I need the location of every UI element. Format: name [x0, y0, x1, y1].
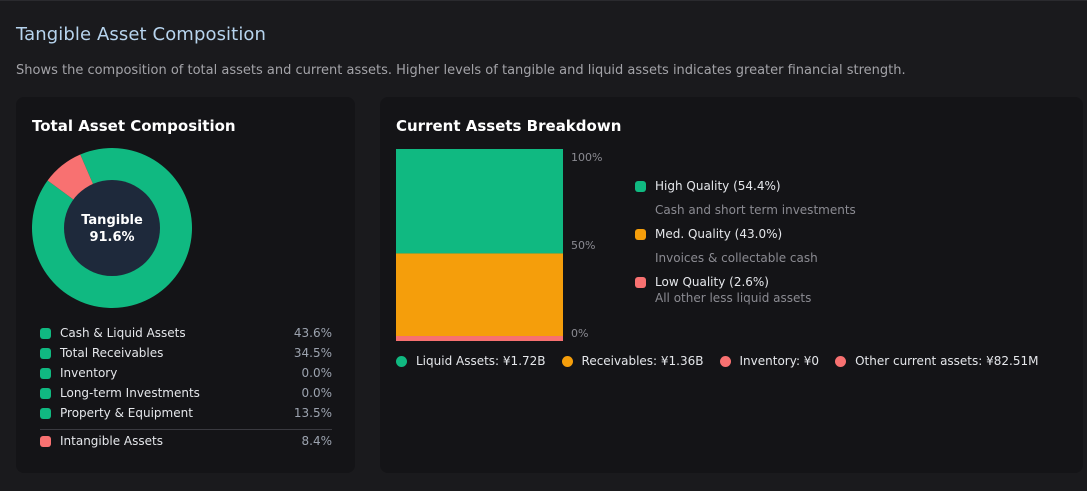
asset-legend: Cash & Liquid Assets 43.6% Total Receiva…: [40, 325, 332, 453]
stack-segment-low-quality: [396, 336, 563, 341]
stack-segment-high-quality: [396, 149, 563, 254]
legend-row-property: Property & Equipment 13.5%: [40, 405, 332, 425]
legend-swatch: [40, 368, 51, 379]
current-assets-card: Current Assets Breakdown 100% 50% 0% Hig…: [380, 97, 1083, 473]
legend-value: 0.0%: [301, 366, 333, 380]
total-asset-composition-title: Total Asset Composition: [32, 117, 236, 135]
legend-swatch: [40, 388, 51, 399]
current-assets-stacked-bar: [396, 149, 563, 341]
current-assets-legend: Liquid Assets: ¥1.72B Receivables: ¥1.36…: [396, 354, 1054, 368]
legend-swatch: [40, 348, 51, 359]
legend-label: Property & Equipment: [60, 406, 193, 420]
quality-swatch: [635, 277, 646, 288]
legend-label: Total Receivables: [60, 346, 164, 360]
quality-label: Med. Quality (43.0%): [655, 227, 783, 241]
donut-center-value: 91.6%: [89, 230, 134, 245]
legend-dot: [719, 355, 731, 367]
legend-row-intangible: Intangible Assets 8.4%: [40, 433, 332, 453]
legend-swatch: [40, 436, 51, 447]
current-assets-title: Current Assets Breakdown: [396, 117, 622, 135]
quality-label: High Quality (54.4%): [655, 179, 781, 193]
quality-medium-description: Invoices & collectable cash: [655, 251, 818, 265]
legend-inventory: Inventory: ¥0: [719, 354, 820, 368]
legend-liquid-assets: Liquid Assets: ¥1.72B: [396, 354, 546, 368]
tick-label-50: 50%: [571, 239, 596, 252]
legend-receivables: Receivables: ¥1.36B: [561, 354, 704, 368]
legend-dot: [561, 355, 573, 367]
legend-dot: [396, 355, 407, 367]
legend-dot: [835, 355, 847, 367]
legend-value: 34.5%: [293, 346, 332, 360]
legend-other-current-assets: Other current assets: ¥82.51M: [835, 354, 1038, 368]
quality-low-description: All other less liquid assets: [655, 291, 812, 305]
tick-label-100: 100%: [571, 151, 603, 164]
quality-swatch: [635, 229, 646, 240]
quality-label: Low Quality (2.6%): [655, 275, 769, 289]
legend-text: Liquid Assets: ¥1.72B: [416, 354, 546, 368]
legend-value: 8.4%: [301, 434, 333, 448]
legend-row-cash: Cash & Liquid Assets 43.6%: [40, 325, 332, 345]
legend-text: Other current assets: ¥82.51M: [855, 354, 1039, 368]
legend-label: Intangible Assets: [60, 434, 163, 448]
legend-label: Inventory: [60, 366, 118, 380]
legend-divider: [40, 429, 332, 430]
stacked-bar-svg: [396, 149, 563, 341]
donut-center-circle: [64, 180, 160, 276]
tangible-donut-chart: Tangible 91.6%: [32, 148, 192, 308]
quality-high-description: Cash and short term investments: [655, 203, 856, 217]
legend-label: Long-term Investments: [60, 386, 200, 400]
legend-value: 43.6%: [293, 326, 332, 340]
legend-text: Receivables: ¥1.36B: [581, 354, 704, 368]
legend-value: 13.5%: [293, 406, 332, 420]
legend-swatch: [40, 408, 51, 419]
legend-text: Inventory: ¥0: [739, 354, 820, 368]
legend-row-investments: Long-term Investments 0.0%: [40, 385, 332, 405]
quality-swatch: [635, 181, 646, 192]
donut-center-label: Tangible: [81, 213, 143, 228]
legend-row-inventory: Inventory 0.0%: [40, 365, 332, 385]
legend-row-receivables: Total Receivables 34.5%: [40, 345, 332, 365]
stack-segment-med-quality: [396, 253, 563, 337]
legend-swatch: [40, 328, 51, 339]
total-asset-composition-card: Total Asset Composition Tangible 91.6% C…: [16, 97, 355, 473]
donut-svg: Tangible 91.6%: [32, 148, 192, 308]
page-title: Tangible Asset Composition: [16, 24, 267, 45]
legend-label: Cash & Liquid Assets: [60, 326, 186, 340]
tick-label-0: 0%: [571, 327, 589, 340]
legend-value: 0.0%: [301, 386, 333, 400]
page-description: Shows the composition of total assets an…: [16, 63, 906, 78]
